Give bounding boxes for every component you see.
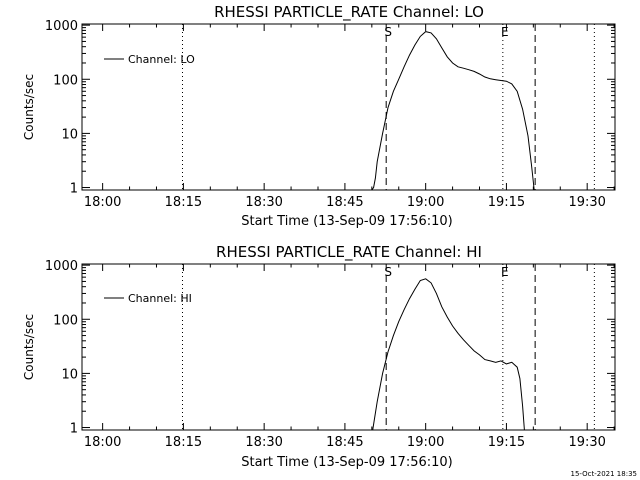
plot-frame <box>81 263 616 431</box>
y-tick-label: 10 <box>61 367 78 382</box>
chart-title: RHESSI PARTICLE_RATE Channel: HI <box>216 243 482 262</box>
y-tick-label: 1 <box>70 182 78 197</box>
x-tick-label: 19:30 <box>568 195 605 210</box>
x-tick-label: 18:30 <box>245 195 282 210</box>
x-axis-label: Start Time (13-Sep-09 17:56:10) <box>241 214 452 229</box>
marker-label: S <box>384 265 392 279</box>
x-tick-label: 19:30 <box>568 435 605 450</box>
x-tick-label: 18:45 <box>326 435 363 450</box>
x-tick-label: 19:15 <box>488 435 525 450</box>
plot-frame <box>81 23 616 191</box>
x-tick-label: 18:00 <box>84 435 121 450</box>
y-tick-label: 100 <box>53 313 78 328</box>
x-tick-label: 19:00 <box>407 435 444 450</box>
series-line <box>371 31 535 191</box>
legend-label: Channel: HI <box>128 292 192 305</box>
y-tick-label: 100 <box>53 73 78 88</box>
x-tick-label: 18:15 <box>165 195 202 210</box>
x-tick-label: 18:00 <box>84 195 121 210</box>
x-tick-label: 19:00 <box>407 195 444 210</box>
marker-label: S <box>384 25 392 39</box>
x-axis-label: Start Time (13-Sep-09 17:56:10) <box>241 455 452 470</box>
y-tick-label: 1000 <box>45 19 78 34</box>
y-axis-label: Counts/sec <box>22 74 36 140</box>
y-tick-label: 10 <box>61 127 78 142</box>
chart-panel-hi: RHESSI PARTICLE_RATE Channel: HI Start T… <box>22 243 616 470</box>
chart-title: RHESSI PARTICLE_RATE Channel: LO <box>214 3 484 22</box>
y-tick-label: 1000 <box>45 259 78 274</box>
series-line <box>372 278 525 431</box>
x-tick-label: 18:15 <box>165 435 202 450</box>
x-tick-label: 18:45 <box>326 195 363 210</box>
y-axis-label: Counts/sec <box>22 314 36 380</box>
marker-label: E <box>501 25 509 39</box>
legend-label: Channel: LO <box>128 53 195 66</box>
x-tick-label: 19:15 <box>488 195 525 210</box>
marker-label: E <box>501 265 509 279</box>
chart-panel-lo: RHESSI PARTICLE_RATE Channel: LO Start T… <box>22 3 616 229</box>
footer-timestamp: 15-Oct-2021 18:35 <box>571 470 637 478</box>
y-tick-label: 1 <box>70 422 78 437</box>
x-tick-label: 18:30 <box>245 435 282 450</box>
